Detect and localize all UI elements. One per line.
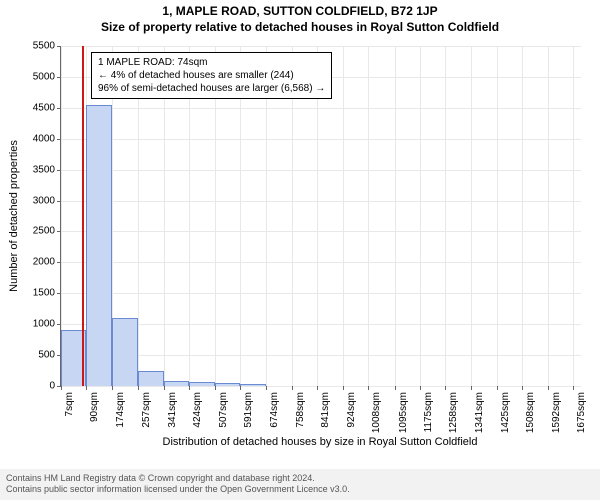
x-tick-label: 758sqm [295, 392, 306, 428]
gridline-v [395, 46, 396, 386]
gridline-v [368, 46, 369, 386]
x-tick-label: 1341sqm [474, 392, 485, 433]
x-tick-mark [395, 386, 396, 390]
property-marker-line [82, 46, 84, 386]
x-tick-mark [112, 386, 113, 390]
gridline-v [522, 46, 523, 386]
gridline-v [573, 46, 574, 386]
x-tick-label: 1258sqm [448, 392, 459, 433]
x-tick-mark [343, 386, 344, 390]
histogram-bar [86, 105, 112, 386]
annotation-line-2: ← 4% of detached houses are smaller (244… [98, 69, 325, 82]
x-tick-mark [266, 386, 267, 390]
x-tick-mark [368, 386, 369, 390]
x-tick-label: 341sqm [167, 392, 178, 428]
y-tick-label: 3500 [15, 164, 55, 175]
histogram-bar [189, 382, 214, 386]
histogram-bar [215, 383, 241, 386]
x-tick-label: 7sqm [64, 392, 75, 416]
x-tick-mark [292, 386, 293, 390]
gridline-v [445, 46, 446, 386]
x-tick-label: 1675sqm [576, 392, 587, 433]
y-tick-label: 5000 [15, 71, 55, 82]
x-tick-label: 591sqm [243, 392, 254, 428]
gridline-h [61, 324, 581, 325]
x-tick-label: 1175sqm [423, 392, 434, 432]
y-tick-label: 500 [15, 350, 55, 361]
x-tick-label: 424sqm [192, 392, 203, 428]
gridline-h [61, 231, 581, 232]
x-tick-mark [61, 386, 62, 390]
x-axis-label: Distribution of detached houses by size … [60, 436, 580, 448]
gridline-h [61, 201, 581, 202]
x-tick-mark [138, 386, 139, 390]
y-tick-label: 2500 [15, 226, 55, 237]
x-tick-mark [240, 386, 241, 390]
x-tick-label: 1592sqm [551, 392, 562, 433]
x-tick-mark [86, 386, 87, 390]
x-tick-mark [445, 386, 446, 390]
x-tick-label: 841sqm [320, 392, 331, 428]
x-tick-label: 1508sqm [525, 392, 536, 433]
x-tick-label: 507sqm [218, 392, 229, 428]
attribution-footer: Contains HM Land Registry data © Crown c… [0, 469, 600, 500]
x-tick-mark [215, 386, 216, 390]
gridline-v [343, 46, 344, 386]
x-tick-label: 924sqm [346, 392, 357, 428]
footer-line-2: Contains public sector information licen… [6, 484, 594, 496]
gridline-h [61, 386, 581, 387]
y-axis-label: Number of detached properties [8, 46, 20, 386]
x-tick-mark [164, 386, 165, 390]
x-tick-mark [522, 386, 523, 390]
y-tick-label: 5500 [15, 41, 55, 52]
x-tick-mark [548, 386, 549, 390]
gridline-v [497, 46, 498, 386]
x-tick-label: 90sqm [89, 392, 100, 422]
y-tick-label: 2000 [15, 257, 55, 268]
y-tick-label: 1000 [15, 319, 55, 330]
histogram-plot: 0500100015002000250030003500400045005000… [60, 46, 581, 387]
gridline-h [61, 170, 581, 171]
y-tick-label: 1500 [15, 288, 55, 299]
x-tick-mark [189, 386, 190, 390]
annotation-line-1: 1 MAPLE ROAD: 74sqm [98, 56, 325, 69]
figure-subtitle: Size of property relative to detached ho… [0, 18, 600, 38]
gridline-h [61, 355, 581, 356]
x-tick-label: 1425sqm [500, 392, 511, 433]
gridline-v [471, 46, 472, 386]
x-tick-mark [317, 386, 318, 390]
x-tick-label: 674sqm [269, 392, 280, 428]
x-tick-label: 1008sqm [371, 392, 382, 433]
y-tick-label: 4000 [15, 133, 55, 144]
gridline-v [420, 46, 421, 386]
x-tick-mark [573, 386, 574, 390]
annotation-box: 1 MAPLE ROAD: 74sqm ← 4% of detached hou… [91, 52, 332, 99]
gridline-v [548, 46, 549, 386]
x-tick-mark [420, 386, 421, 390]
footer-line-1: Contains HM Land Registry data © Crown c… [6, 473, 594, 485]
figure-container: 1, MAPLE ROAD, SUTTON COLDFIELD, B72 1JP… [0, 0, 600, 500]
figure-title: 1, MAPLE ROAD, SUTTON COLDFIELD, B72 1JP [0, 0, 600, 18]
histogram-bar [164, 381, 189, 386]
y-tick-label: 4500 [15, 102, 55, 113]
x-tick-mark [497, 386, 498, 390]
x-tick-label: 1095sqm [398, 392, 409, 433]
y-tick-label: 3000 [15, 195, 55, 206]
histogram-bar [138, 371, 164, 386]
annotation-line-3: 96% of semi-detached houses are larger (… [98, 82, 325, 95]
gridline-h [61, 108, 581, 109]
gridline-h [61, 262, 581, 263]
gridline-h [61, 46, 581, 47]
gridline-h [61, 293, 581, 294]
histogram-bar [112, 318, 137, 386]
x-tick-mark [471, 386, 472, 390]
gridline-h [61, 139, 581, 140]
histogram-bar [240, 384, 265, 386]
x-tick-label: 257sqm [141, 392, 152, 428]
y-tick-label: 0 [15, 381, 55, 392]
x-tick-label: 174sqm [115, 392, 126, 428]
